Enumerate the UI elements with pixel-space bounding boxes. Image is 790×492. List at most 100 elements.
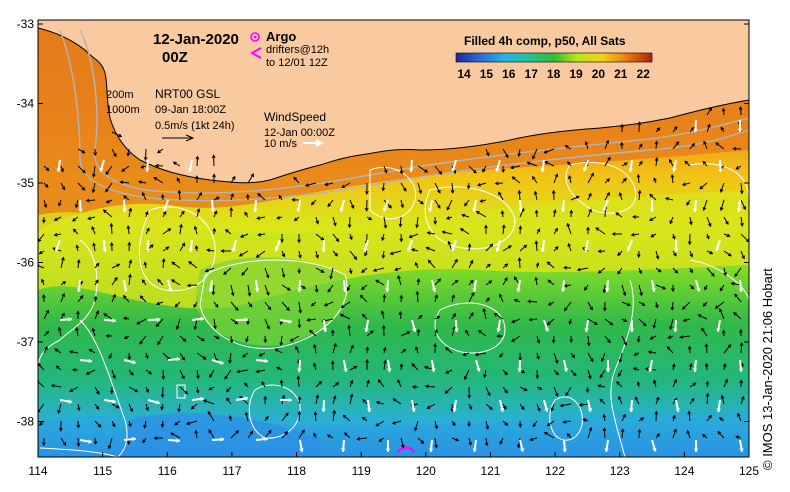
current-arrow-head: [482, 307, 487, 312]
current-arrow-head: [118, 133, 123, 138]
current-arrow-head: [375, 400, 380, 405]
current-arrow-head: [364, 207, 369, 212]
current-arrow: [706, 267, 715, 277]
current-arrow-head: [662, 286, 667, 290]
wind-arrow-head: [188, 248, 194, 252]
current-arrow-head: [170, 432, 174, 436]
current-arrow: [362, 314, 368, 320]
current-arrow: [162, 246, 169, 252]
current-arrow-head: [263, 395, 268, 400]
current-arrow-head: [342, 414, 347, 419]
current-arrow: [603, 284, 606, 293]
current-arrow-head: [477, 182, 482, 187]
wind-arrow-head: [472, 288, 477, 292]
current-arrow: [587, 173, 594, 184]
current-arrow-head: [45, 309, 50, 314]
current-arrow-head: [692, 382, 697, 387]
current-arrow-head: [468, 406, 473, 411]
wind-arrow-head: [383, 207, 388, 212]
wind-arrow-head: [451, 167, 456, 172]
current-arrow-head: [211, 154, 216, 159]
current-arrow: [698, 314, 708, 320]
nrt-label: NRT00 GSL: [155, 87, 220, 101]
current-arrow: [672, 429, 677, 439]
current-arrow-head: [315, 394, 320, 399]
current-arrow: [196, 352, 207, 360]
current-arrow-head: [433, 220, 438, 225]
current-arrow: [498, 192, 504, 201]
current-arrow: [587, 427, 592, 439]
lon-tick-label: 118: [287, 464, 306, 478]
current-arrow: [223, 267, 232, 275]
current-arrow-head: [335, 382, 340, 386]
current-arrow-head: [467, 423, 471, 428]
current-arrow: [518, 258, 521, 269]
current-arrow-head: [554, 227, 558, 232]
current-arrow-head: [43, 204, 48, 209]
current-arrow: [178, 403, 181, 412]
current-arrow: [719, 308, 725, 320]
current-arrow: [76, 327, 79, 337]
current-arrow: [482, 165, 487, 173]
current-arrow: [324, 301, 334, 307]
current-arrow: [179, 369, 185, 379]
current-arrow-head: [487, 263, 491, 268]
wind-arrow-head: [693, 448, 699, 452]
current-arrow-head: [181, 356, 185, 361]
current-arrow: [240, 233, 249, 238]
current-arrow: [140, 295, 147, 303]
current-arrow: [672, 267, 678, 274]
current-arrow: [655, 141, 658, 150]
current-arrow: [638, 429, 641, 439]
current-arrow: [94, 420, 102, 428]
current-arrow: [477, 182, 487, 186]
current-arrow: [51, 384, 62, 388]
wind-arrow-head: [587, 408, 593, 412]
current-arrow-head: [433, 342, 437, 347]
current-arrow-head: [162, 210, 167, 215]
current-arrow-head: [236, 369, 241, 374]
current-arrow: [434, 278, 441, 286]
current-arrow: [77, 182, 85, 191]
current-arrow: [128, 274, 131, 286]
current-arrow: [414, 420, 419, 431]
current-arrow: [672, 398, 678, 405]
current-arrow: [445, 369, 453, 374]
current-arrow: [512, 176, 521, 184]
lon-tick-label: 115: [93, 464, 112, 478]
current-arrow-head: [128, 423, 132, 428]
current-arrow: [186, 420, 198, 425]
current-arrow-head: [109, 241, 114, 246]
current-arrow-head: [641, 302, 646, 306]
current-arrow-head: [224, 375, 228, 380]
current-arrow-head: [569, 339, 574, 344]
current-arrow: [378, 379, 385, 388]
current-arrow-head: [75, 326, 79, 331]
current-arrow-head: [649, 336, 654, 340]
current-arrow: [705, 344, 708, 354]
current-arrow-head: [298, 254, 302, 259]
wind-scale-arrow-icon: [303, 139, 324, 147]
current-arrow-head: [263, 339, 268, 344]
current-arrow-head: [719, 308, 723, 313]
current-arrow-head: [669, 325, 673, 331]
current-arrow-head: [620, 123, 624, 128]
current-arrow-head: [213, 210, 218, 215]
current-arrow-head: [91, 327, 96, 332]
lon-tick-label: 122: [545, 464, 565, 478]
current-arrow: [86, 369, 96, 375]
current-arrow-head: [415, 224, 419, 229]
current-arrow-head: [575, 195, 580, 200]
current-arrow-head: [611, 232, 616, 236]
current-arrow: [54, 233, 62, 236]
current-arrow: [411, 363, 419, 371]
current-arrow: [417, 437, 425, 444]
current-arrow-head: [391, 421, 396, 425]
current-arrow-head: [636, 173, 641, 178]
current-arrow-head: [96, 390, 100, 395]
current-arrow-head: [261, 380, 265, 385]
current-arrow-head: [93, 295, 98, 300]
current-arrow: [313, 363, 317, 371]
current-arrow-head: [445, 347, 449, 351]
current-arrow-head: [636, 381, 641, 386]
